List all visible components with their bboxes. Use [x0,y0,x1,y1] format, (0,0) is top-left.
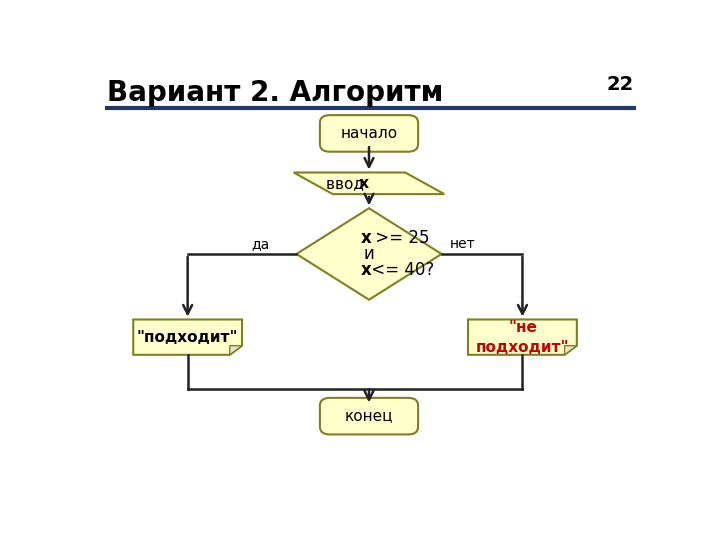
Text: "не
подходит": "не подходит" [476,320,570,355]
Text: конец: конец [345,409,393,424]
Polygon shape [468,320,577,355]
Text: и: и [364,245,374,263]
Text: "подходит": "подходит" [137,329,238,345]
Text: x: x [333,176,369,191]
Text: начало: начало [341,126,397,141]
Polygon shape [230,346,242,355]
Text: >= 25: >= 25 [370,229,429,247]
Text: x: x [361,261,372,279]
Polygon shape [564,346,577,355]
Polygon shape [133,320,242,355]
Polygon shape [294,172,444,194]
Text: <= 40?: <= 40? [366,261,434,279]
Text: 22: 22 [607,75,634,94]
FancyBboxPatch shape [320,115,418,152]
Text: Вариант 2. Алгоритм: Вариант 2. Алгоритм [107,79,443,107]
Text: ввод: ввод [326,176,369,191]
FancyBboxPatch shape [320,398,418,435]
Text: нет: нет [450,238,475,252]
Text: x: x [361,229,372,247]
Polygon shape [297,208,441,300]
Text: да: да [251,238,269,252]
